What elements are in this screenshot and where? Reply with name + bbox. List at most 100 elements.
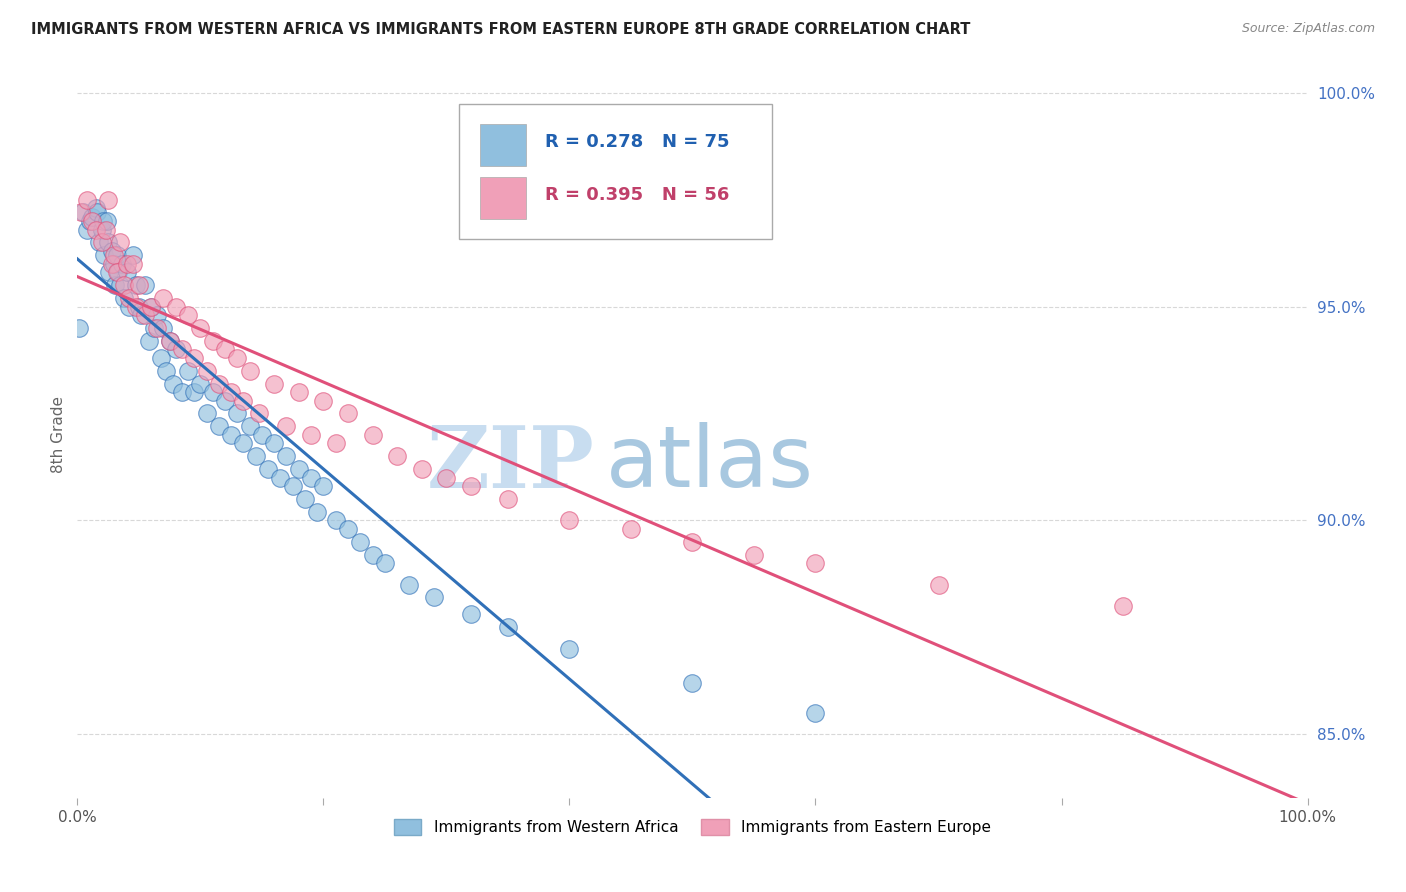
Point — [312, 393, 335, 408]
Point — [361, 428, 384, 442]
Point — [165, 343, 187, 357]
Point — [742, 548, 765, 562]
Point — [325, 513, 347, 527]
Point — [118, 300, 141, 314]
Point — [682, 676, 704, 690]
Point — [146, 308, 169, 322]
Point — [90, 222, 114, 236]
Point — [245, 449, 267, 463]
Point — [141, 300, 163, 314]
Point — [436, 470, 458, 484]
Point — [70, 205, 93, 219]
Point — [128, 300, 150, 314]
Point — [159, 334, 181, 348]
Point — [398, 577, 420, 591]
Point — [276, 419, 298, 434]
Point — [239, 364, 262, 378]
Point — [208, 419, 231, 434]
Point — [72, 205, 94, 219]
Point — [104, 278, 127, 293]
Point — [90, 235, 114, 250]
Point — [804, 706, 827, 720]
Point — [249, 407, 271, 421]
Point — [103, 257, 125, 271]
Point — [107, 265, 129, 279]
Point — [162, 376, 184, 391]
Point — [97, 193, 120, 207]
Point — [281, 479, 304, 493]
Text: R = 0.278   N = 75: R = 0.278 N = 75 — [546, 133, 730, 151]
Point — [125, 278, 148, 293]
Point — [195, 364, 218, 378]
Point — [214, 343, 236, 357]
Point — [159, 334, 181, 348]
Point — [118, 291, 141, 305]
Point — [84, 201, 107, 215]
Point — [620, 522, 643, 536]
Point — [112, 278, 135, 293]
Point — [67, 321, 90, 335]
Point — [79, 214, 101, 228]
Point — [82, 214, 104, 228]
Point — [82, 210, 104, 224]
Point — [146, 321, 169, 335]
Point — [226, 351, 249, 365]
Point — [239, 419, 262, 434]
Point — [103, 248, 125, 262]
Point — [307, 505, 329, 519]
Point — [423, 591, 446, 605]
Point — [263, 436, 285, 450]
Point — [928, 577, 950, 591]
Point — [558, 641, 581, 656]
Point — [141, 300, 163, 314]
Point — [294, 491, 316, 506]
Point — [170, 343, 193, 357]
Point — [804, 556, 827, 570]
Point — [177, 308, 200, 322]
Point — [121, 257, 143, 271]
Point — [112, 291, 135, 305]
Point — [299, 470, 322, 484]
Text: R = 0.395   N = 56: R = 0.395 N = 56 — [546, 186, 730, 204]
Point — [138, 334, 160, 348]
Point — [183, 385, 205, 400]
Point — [288, 462, 311, 476]
Point — [76, 222, 98, 236]
Y-axis label: 8th Grade: 8th Grade — [51, 396, 66, 474]
Point — [121, 248, 143, 262]
Point — [129, 308, 153, 322]
Point — [269, 470, 291, 484]
Point — [312, 479, 335, 493]
Point — [101, 257, 124, 271]
Point — [208, 376, 231, 391]
Point — [115, 257, 138, 271]
Point — [276, 449, 298, 463]
Point — [219, 428, 242, 442]
Point — [496, 620, 519, 634]
Point — [460, 607, 482, 622]
Point — [84, 222, 107, 236]
Bar — [479, 177, 526, 219]
Point — [94, 222, 117, 236]
Point — [460, 479, 482, 493]
Point — [96, 214, 118, 228]
Point — [134, 308, 156, 322]
Point — [110, 278, 132, 293]
Point — [257, 462, 280, 476]
Point — [232, 436, 254, 450]
Point — [97, 235, 120, 250]
Point — [76, 193, 98, 207]
Point — [165, 300, 187, 314]
Point — [226, 407, 249, 421]
Point — [177, 364, 200, 378]
Point — [1112, 599, 1135, 613]
Point — [219, 385, 242, 400]
Point — [105, 265, 128, 279]
Point — [299, 428, 322, 442]
Point — [250, 428, 273, 442]
Point — [201, 334, 224, 348]
Point — [183, 351, 205, 365]
Point — [125, 300, 148, 314]
Bar — [479, 124, 526, 166]
Point — [142, 321, 165, 335]
